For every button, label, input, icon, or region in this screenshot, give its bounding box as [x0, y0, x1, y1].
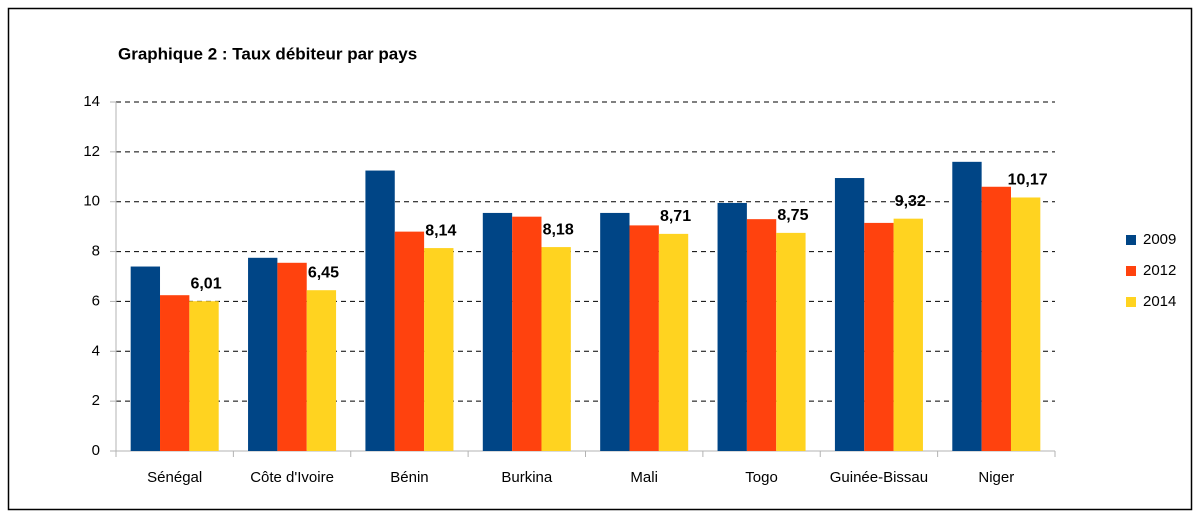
legend-label: 2012: [1143, 262, 1176, 279]
x-tick-label: Togo: [745, 469, 778, 486]
bar: [600, 212, 630, 451]
data-label: 8,71: [660, 208, 691, 225]
data-label: 8,14: [425, 222, 456, 239]
y-tick-label: 12: [83, 143, 100, 160]
bar: [776, 232, 806, 451]
bar: [306, 290, 337, 451]
x-tick-label: Bénin: [390, 469, 428, 486]
bar: [864, 222, 894, 451]
bar: [1010, 197, 1041, 451]
x-tick-label: Burkina: [501, 469, 553, 486]
bar: [130, 266, 161, 451]
bar: [482, 212, 513, 451]
y-tick-label: 0: [92, 442, 100, 459]
bar: [893, 218, 923, 451]
y-tick-label: 6: [92, 292, 100, 309]
bar: [394, 231, 425, 451]
data-label: 8,75: [777, 207, 808, 224]
bar: [717, 202, 747, 451]
legend-label: 2009: [1143, 231, 1176, 248]
bar: [952, 161, 982, 452]
bar: [658, 233, 689, 451]
bar: [365, 170, 395, 451]
bar: [277, 262, 307, 451]
y-tick-label: 14: [83, 93, 100, 110]
x-tick-label: Guinée-Bissau: [830, 469, 928, 486]
bar: [424, 248, 454, 451]
data-label: 9,32: [895, 193, 926, 210]
bar: [512, 216, 542, 451]
legend-swatch: [1126, 266, 1136, 276]
data-label: 6,01: [190, 275, 221, 292]
data-label: 10,17: [1008, 172, 1048, 189]
y-tick-label: 10: [83, 193, 100, 210]
x-tick-label: Côte d'Ivoire: [250, 469, 334, 486]
legend-swatch: [1126, 297, 1136, 307]
x-tick-label: Sénégal: [147, 469, 202, 486]
y-tick-label: 2: [92, 392, 100, 409]
x-tick-label: Mali: [630, 469, 658, 486]
x-tick-label: Niger: [978, 469, 1014, 486]
data-label: 6,45: [308, 264, 339, 281]
y-tick-label: 8: [92, 243, 100, 260]
y-tick-label: 4: [92, 342, 100, 359]
bar: [160, 295, 190, 451]
bar: [189, 301, 219, 451]
chart-title: Graphique 2 : Taux débiteur par pays: [118, 44, 417, 63]
data-label: 8,18: [543, 221, 574, 238]
bar: [746, 219, 777, 451]
bar: [629, 225, 659, 451]
legend-label: 2014: [1143, 293, 1176, 310]
bar: [248, 257, 278, 451]
bar: [834, 178, 865, 451]
bar: [541, 247, 571, 451]
legend-swatch: [1126, 235, 1136, 245]
bar: [981, 186, 1011, 451]
